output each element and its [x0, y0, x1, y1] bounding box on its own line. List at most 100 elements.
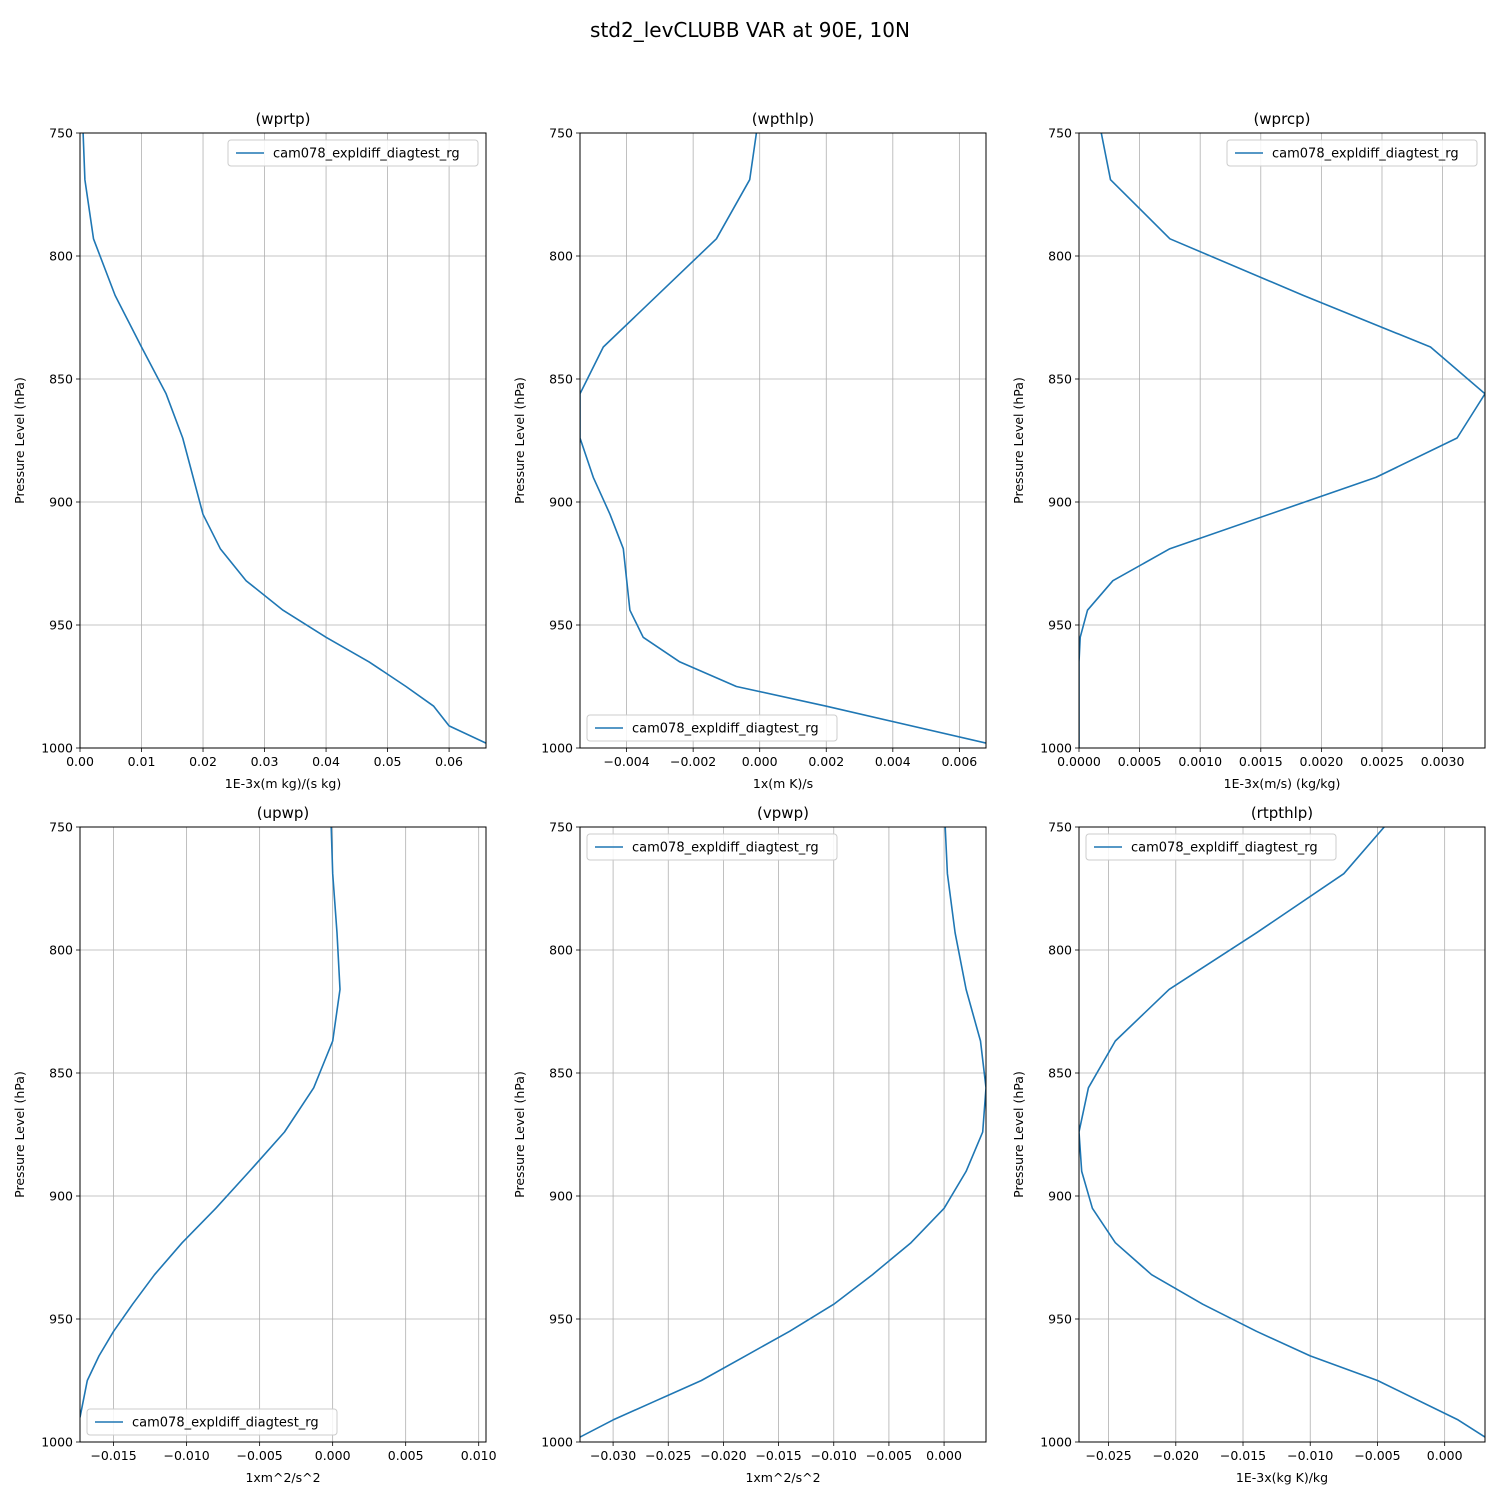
y-tick-label: 1000	[541, 741, 573, 756]
x-tick-label: 0.05	[374, 754, 402, 769]
legend-box	[1085, 833, 1337, 861]
panel-rtpthlp: −0.025 −0.020 −0.015 −0.010 −0.005 0.000 750 80…	[1011, 804, 1486, 1485]
y-tick-label: 750	[49, 126, 73, 141]
y-tick-label: 750	[1048, 820, 1072, 835]
panel-wpthlp: −0.004 −0.002 0.000 0.002 0.004 0.006 750 800 85…	[512, 110, 987, 791]
x-tick-label: −0.002	[670, 754, 716, 769]
x-tick-label: −0.015	[90, 1448, 136, 1463]
y-tick-label: 1000	[541, 1435, 573, 1450]
legend: cam078_expldiff_diagtest_rg	[586, 714, 838, 742]
legend: cam078_expldiff_diagtest_rg	[86, 1408, 338, 1436]
x-tick-label: 0.002	[808, 754, 844, 769]
x-tick-label: 0.06	[435, 754, 463, 769]
y-axis-label: Pressure Level (hPa)	[1011, 1071, 1026, 1198]
x-tick-label: −0.005	[237, 1448, 283, 1463]
y-tick-label: 750	[549, 126, 573, 141]
y-tick-label: 900	[49, 1189, 73, 1204]
y-tick-label: 1000	[1040, 741, 1072, 756]
y-tick-label: 900	[1048, 1189, 1072, 1204]
x-tick-label: 0.000	[315, 1448, 351, 1463]
x-tick-label: −0.025	[645, 1448, 691, 1463]
legend-label: cam078_expldiff_diagtest_rg	[273, 147, 460, 162]
x-tick-label: 0.010	[461, 1448, 497, 1463]
y-tick-label: 850	[1048, 1066, 1072, 1081]
x-tick-label: −0.015	[755, 1448, 801, 1463]
x-tick-label: −0.010	[163, 1448, 209, 1463]
y-tick-label: 800	[1048, 249, 1072, 264]
x-tick-label: 0.0000	[1057, 754, 1101, 769]
x-tick-label: 0.005	[388, 1448, 424, 1463]
x-axis-label: 1E-3x(kg K)/kg	[1236, 1470, 1328, 1485]
legend-box	[586, 833, 838, 861]
x-tick-label: 0.04	[312, 754, 340, 769]
x-tick-label: −0.010	[1287, 1448, 1333, 1463]
series-line	[82, 133, 486, 744]
panel-title: (rtpthlp)	[1251, 804, 1313, 822]
legend-box	[86, 1408, 338, 1436]
panel-title: (wprcp)	[1253, 110, 1310, 128]
x-tick-label: 0.006	[941, 754, 977, 769]
axes-frame	[579, 826, 987, 1443]
x-tick-label: 0.0015	[1239, 754, 1283, 769]
y-axis-label: Pressure Level (hPa)	[512, 377, 527, 504]
y-tick-label: 850	[49, 1066, 73, 1081]
x-tick-label: 0.0020	[1300, 754, 1344, 769]
y-axis-label: Pressure Level (hPa)	[1011, 377, 1026, 504]
y-tick-label: 800	[49, 249, 73, 264]
x-tick-label: 0.000	[926, 1448, 962, 1463]
panel-title: (upwp)	[257, 804, 310, 822]
x-tick-label: −0.005	[866, 1448, 912, 1463]
axes-frame	[79, 826, 487, 1443]
x-axis-label: 1xm^2/s^2	[745, 1470, 820, 1485]
x-axis-label: 1E-3x(m/s) (kg/kg)	[1224, 776, 1341, 791]
y-tick-label: 850	[549, 372, 573, 387]
y-tick-label: 950	[1048, 618, 1072, 633]
panel-wprtp: 0.00 0.01 0.02 0.03 0.04 0.05 0.06 750 800 850 900…	[12, 110, 487, 791]
axes-frame	[1078, 826, 1486, 1443]
x-tick-label: −0.005	[1354, 1448, 1400, 1463]
x-axis-label: 1xm^2/s^2	[245, 1470, 320, 1485]
legend-label: cam078_expldiff_diagtest_rg	[132, 1416, 319, 1431]
legend-label: cam078_expldiff_diagtest_rg	[1272, 147, 1459, 162]
x-tick-label: 0.00	[66, 754, 94, 769]
y-tick-label: 800	[549, 249, 573, 264]
y-tick-label: 850	[49, 372, 73, 387]
y-tick-label: 850	[549, 1066, 573, 1081]
x-tick-label: 0.0010	[1178, 754, 1222, 769]
y-tick-label: 900	[49, 495, 73, 510]
x-tick-label: 0.02	[189, 754, 217, 769]
y-tick-label: 950	[49, 1312, 73, 1327]
y-tick-label: 950	[49, 618, 73, 633]
y-tick-label: 750	[1048, 126, 1072, 141]
series-line	[580, 827, 986, 1438]
x-tick-label: 0.000	[1427, 1448, 1463, 1463]
legend-box	[1226, 139, 1478, 167]
x-tick-label: 0.01	[128, 754, 156, 769]
legend: cam078_expldiff_diagtest_rg	[586, 833, 838, 861]
x-tick-label: −0.020	[1153, 1448, 1199, 1463]
y-axis-label: Pressure Level (hPa)	[12, 377, 27, 504]
y-tick-label: 900	[1048, 495, 1072, 510]
y-tick-label: 750	[49, 820, 73, 835]
y-tick-label: 800	[49, 943, 73, 958]
y-tick-label: 900	[549, 1189, 573, 1204]
panel-vpwp: −0.030 −0.025 −0.020 −0.015 −0.010 −0.005 0.00…	[512, 804, 987, 1485]
legend-label: cam078_expldiff_diagtest_rg	[1131, 841, 1318, 856]
legend: cam078_expldiff_diagtest_rg	[1085, 833, 1337, 861]
x-tick-label: −0.004	[603, 754, 649, 769]
axes-frame	[579, 132, 987, 749]
legend-box	[227, 139, 479, 167]
y-tick-label: 950	[549, 618, 573, 633]
panel-title: (wprtp)	[255, 110, 310, 128]
x-tick-label: 0.0005	[1118, 754, 1162, 769]
legend: cam078_expldiff_diagtest_rg	[1226, 139, 1478, 167]
y-tick-label: 1000	[41, 741, 73, 756]
x-tick-label: 0.0025	[1360, 754, 1404, 769]
y-tick-label: 800	[1048, 943, 1072, 958]
y-tick-label: 1000	[41, 1435, 73, 1450]
y-axis-label: Pressure Level (hPa)	[12, 1071, 27, 1198]
x-tick-label: −0.020	[700, 1448, 746, 1463]
y-tick-label: 950	[549, 1312, 573, 1327]
x-tick-label: −0.030	[590, 1448, 636, 1463]
axes-frame	[79, 132, 487, 749]
